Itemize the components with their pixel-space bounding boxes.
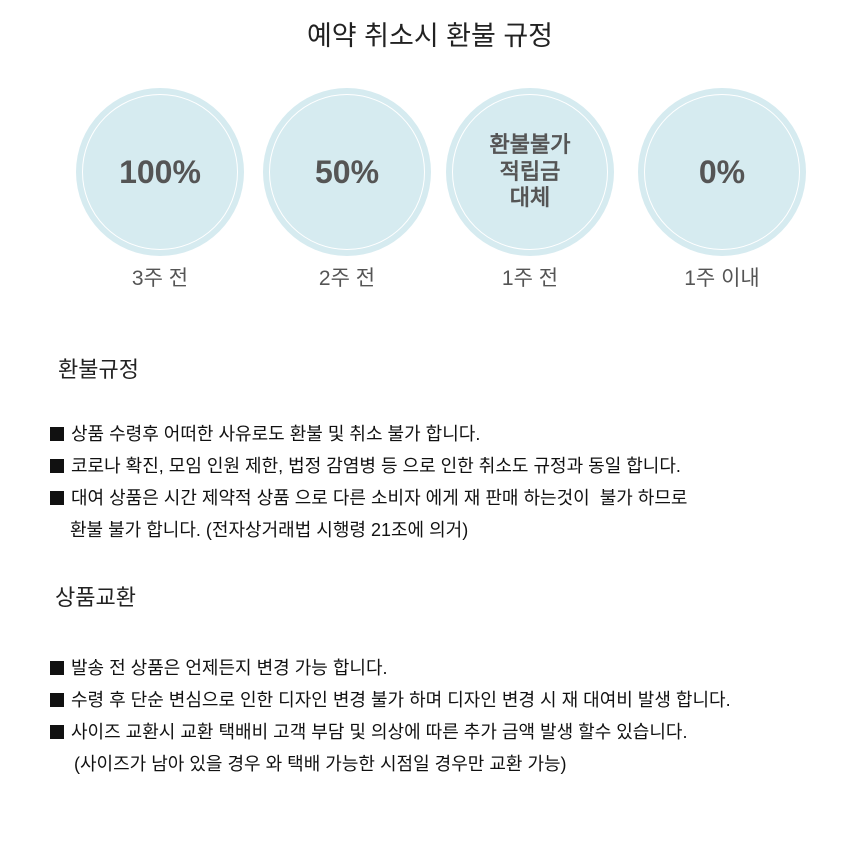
circle-caption: 1주 이내: [684, 267, 760, 290]
circle-caption: 2주 전: [318, 267, 376, 290]
list-item: 수령 후 단순 변심으로 인한 디자인 변경 불가 하며 디자인 변경 시 재 …: [50, 686, 731, 712]
refund-circle-within-1-week: 0%: [638, 88, 806, 256]
bullet-square-icon: [50, 661, 64, 675]
refund-circle-2-weeks: 50%: [263, 88, 431, 256]
refund-rate: 50%: [314, 153, 380, 190]
bullet-square-icon: [50, 693, 64, 707]
list-item-continuation: (사이즈가 남아 있을 경우 와 택배 가능한 시점일 경우만 교환 가능): [74, 754, 567, 774]
refund-rate: 환불불가 적립금 대체: [489, 132, 571, 211]
bullet-square-icon: [50, 427, 64, 441]
bullet-square-icon: [50, 725, 64, 739]
list-item: 발송 전 상품은 언제든지 변경 가능 합니다.: [50, 654, 388, 680]
refund-circle-3-weeks: 100%: [76, 88, 244, 256]
bullet-square-icon: [50, 491, 64, 505]
refund-heading: 환불규정: [58, 357, 139, 382]
refund-rate: 0%: [698, 153, 746, 190]
circle-caption: 3주 전: [131, 267, 189, 290]
circle-caption: 1주 전: [501, 267, 559, 290]
refund-circle-1-week: 환불불가 적립금 대체: [446, 88, 614, 256]
list-item-continuation: 환불 불가 합니다. (전자상거래법 시행령 21조에 의거): [70, 520, 469, 540]
exchange-heading: 상품교환: [55, 585, 136, 610]
list-item: 사이즈 교환시 교환 택배비 고객 부담 및 의상에 따른 추가 금액 발생 할…: [50, 718, 688, 744]
bullet-square-icon: [50, 459, 64, 473]
page-title: 예약 취소시 환불 규정: [306, 21, 554, 51]
list-item: 상품 수령후 어떠한 사유로도 환불 및 취소 불가 합니다.: [50, 420, 480, 446]
refund-rate: 100%: [119, 153, 201, 190]
list-item: 코로나 확진, 모임 인원 제한, 법정 감염병 등 으로 인한 취소도 규정과…: [50, 452, 681, 478]
list-item: 대여 상품은 시간 제약적 상품 으로 다른 소비자 에게 재 판매 하는것이 …: [50, 484, 688, 510]
